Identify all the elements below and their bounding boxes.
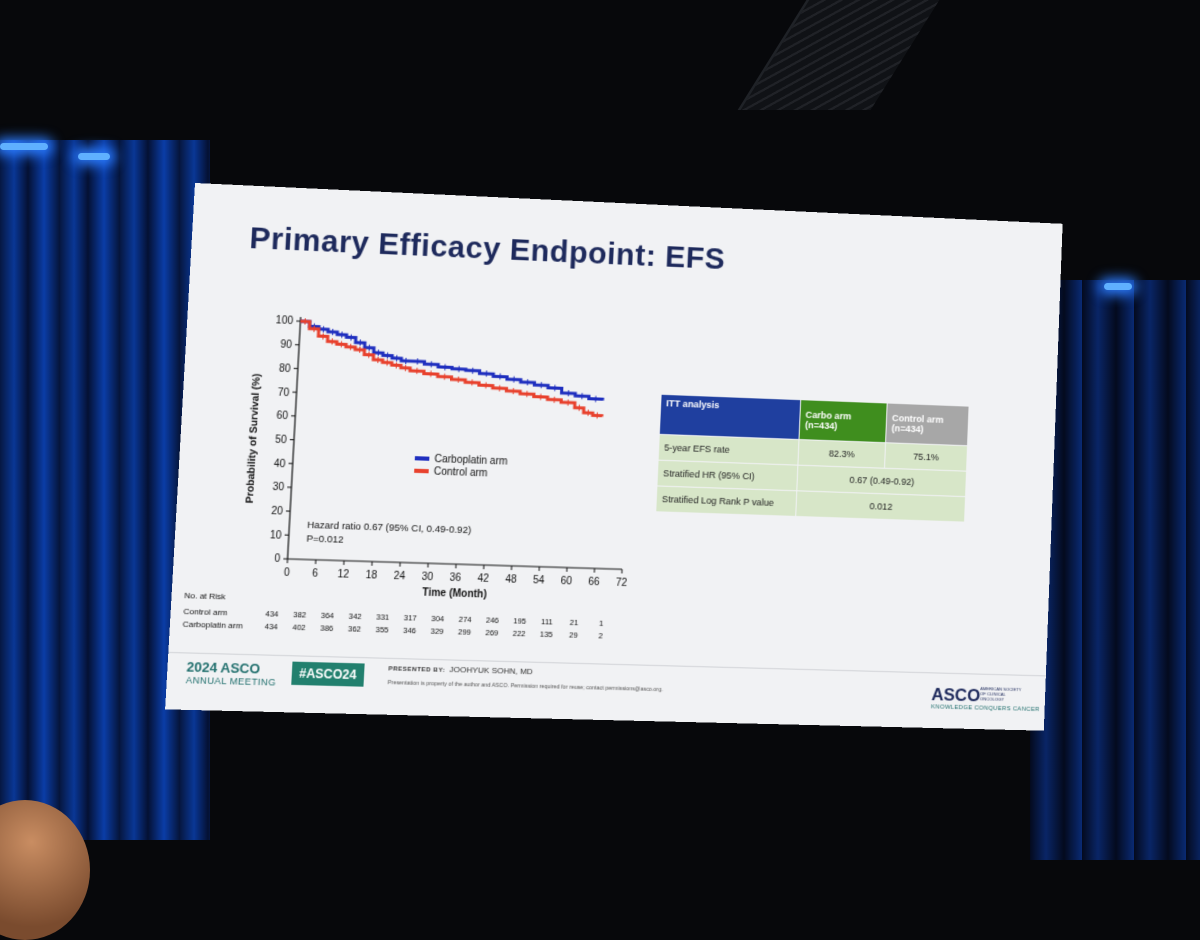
risk-value: 21 — [570, 618, 579, 627]
x-tick-label: 24 — [393, 571, 405, 582]
x-tick-label: 48 — [505, 574, 517, 585]
stage-light — [1104, 283, 1132, 290]
logrank-label: Stratified Log Rank P value — [656, 486, 797, 517]
y-tick-label: 100 — [275, 316, 293, 328]
y-tick-label: 80 — [279, 364, 291, 375]
y-tick-label: 20 — [271, 506, 283, 517]
risk-value: 304 — [431, 614, 445, 623]
y-tick-label: 30 — [272, 482, 284, 493]
risk-value: 274 — [458, 615, 472, 624]
risk-value: 195 — [513, 616, 527, 625]
x-tick-label: 42 — [477, 574, 489, 585]
risk-value: 269 — [485, 628, 498, 637]
y-tick-label: 0 — [274, 554, 281, 565]
efs-carbo-value: 82.3% — [798, 440, 886, 469]
x-tick-label: 6 — [312, 569, 319, 580]
risk-value: 355 — [375, 625, 389, 634]
control-arm-legend-label: Control arm — [434, 467, 489, 480]
disclaimer: Presentation is property of the author a… — [387, 680, 663, 693]
efs-control-value: 75.1% — [885, 443, 968, 471]
x-tick-label: 66 — [588, 577, 600, 588]
risk-value: 329 — [430, 627, 443, 636]
risk-value: 331 — [376, 613, 389, 622]
x-tick-label: 36 — [449, 573, 461, 584]
risk-value: 2 — [598, 631, 603, 640]
x-tick-label: 0 — [284, 568, 291, 579]
presented-by-label: PRESENTED BY: — [388, 666, 445, 674]
control-arm-legend-swatch — [414, 469, 429, 474]
risk-value: 346 — [403, 626, 417, 635]
risk-value: 434 — [264, 622, 278, 631]
x-tick-label: 18 — [365, 570, 377, 581]
risk-value: 402 — [292, 623, 306, 632]
carboplatin-arm-risk-label: Carboplatin arm — [182, 619, 243, 631]
risk-value: 111 — [541, 617, 553, 626]
stage-light — [0, 143, 48, 150]
risk-value: 246 — [486, 616, 500, 625]
control-arm-risk-label: Control arm — [183, 606, 228, 617]
risk-value: 1 — [599, 619, 604, 628]
itt-analysis-table: ITT analysis Carbo arm (n=434) Control a… — [655, 394, 969, 523]
risk-value: 434 — [265, 609, 279, 618]
x-tick-label: 30 — [421, 572, 433, 583]
y-tick-label: 10 — [269, 530, 281, 541]
meeting-logo-year: 2024 ASCO — [186, 659, 260, 677]
x-tick-label: 12 — [337, 569, 349, 580]
x-axis-label: Time (Month) — [422, 588, 487, 601]
y-tick-label: 70 — [277, 387, 289, 398]
p-value-annotation: P=0.012 — [306, 534, 344, 546]
meeting-logo-sub: ANNUAL MEETING — [186, 675, 277, 688]
risk-value: 222 — [512, 629, 525, 638]
risk-value: 317 — [404, 613, 417, 622]
y-tick-label: 60 — [276, 411, 288, 422]
y-axis-line — [288, 317, 301, 559]
carboplatin-arm-legend-swatch — [415, 456, 430, 461]
lighting-truss — [738, 0, 940, 110]
risk-value: 386 — [320, 624, 334, 633]
x-axis-line — [288, 559, 623, 569]
control-arm-header: Control arm (n=434) — [886, 403, 970, 446]
risk-value: 135 — [540, 630, 554, 639]
y-tick-label: 40 — [273, 459, 285, 470]
y-axis-label: Probability of Survival (%) — [245, 373, 263, 503]
logrank-value: 0.012 — [796, 491, 966, 522]
risk-value: 362 — [348, 624, 362, 633]
risk-value: 29 — [569, 631, 578, 640]
asco-tagline: KNOWLEDGE CONQUERS CANCER — [931, 704, 1040, 713]
presenter-line: PRESENTED BY: JOOHYUK SOHN, MD — [388, 663, 533, 676]
x-tick-label: 72 — [615, 578, 627, 589]
asco-logo: ASCO — [931, 685, 980, 707]
risk-value: 342 — [348, 612, 362, 621]
x-tick-label: 60 — [560, 576, 572, 587]
hashtag-badge: #ASCO24 — [291, 662, 364, 687]
carbo-arm-header: Carbo arm (n=434) — [799, 400, 887, 443]
x-tick-label: 54 — [533, 575, 545, 586]
presenter-name: JOOHYUK SOHN, MD — [449, 665, 533, 677]
risk-table-title: No. at Risk — [184, 590, 227, 601]
y-tick-label: 50 — [275, 435, 287, 446]
risk-value: 364 — [321, 611, 335, 620]
stage-light — [78, 153, 110, 160]
carboplatin-arm-legend-label: Carboplatin arm — [434, 454, 508, 468]
carboplatin-arm-curve — [297, 321, 606, 400]
risk-value: 299 — [458, 627, 471, 636]
asco-org-name: AMERICAN SOCIETY OF CLINICAL ONCOLOGY — [980, 686, 1028, 703]
y-tick-label: 90 — [280, 340, 292, 351]
risk-value: 382 — [293, 610, 307, 619]
itt-header: ITT analysis — [659, 394, 800, 439]
